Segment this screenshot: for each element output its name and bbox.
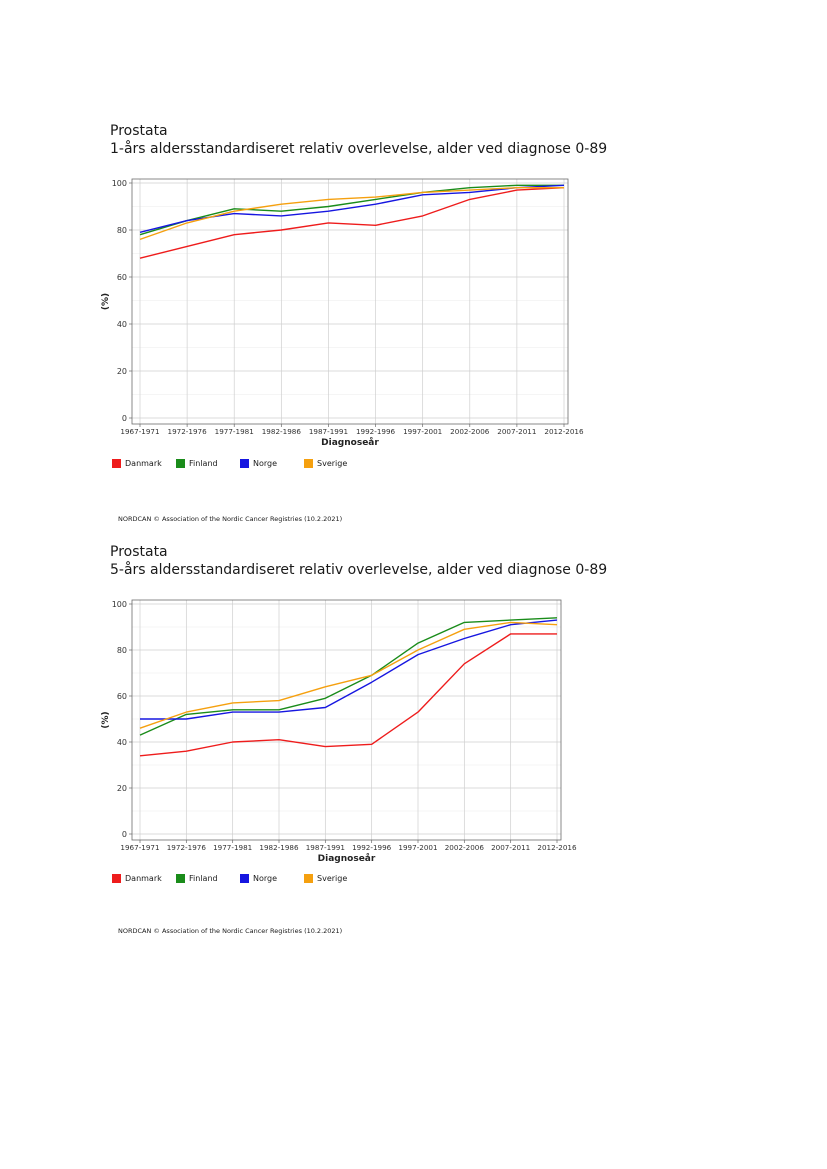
series-line-sverige [139,621,558,729]
chart-block-5yr: Prostata 5-års aldersstandardiseret rela… [0,540,827,960]
plot-area [132,179,568,424]
x-tick-label: 2007-2011 [497,427,536,436]
x-tick-label: 1977-1981 [215,427,254,436]
y-tick-label: 60 [117,273,127,282]
x-tick-label: 1997-2001 [403,427,442,436]
y-tick-label: 40 [117,738,127,747]
legend-item-norge: Norge [240,459,304,468]
y-axis-label: (%) [101,711,111,728]
legend-label: Danmark [125,459,162,468]
legend-label: Finland [189,459,218,468]
legend-item-sverige: Sverige [304,459,368,468]
series-line-finland [139,617,558,736]
y-tick-label: 80 [117,226,127,235]
y-tick-label: 20 [117,367,127,376]
x-tick-label: 1972-1976 [168,427,208,436]
legend-label: Norge [253,874,278,883]
legend-label: Danmark [125,874,162,883]
chart-title: Prostata [110,123,168,139]
legend-item-danmark: Danmark [112,874,176,883]
x-axis-label: Diagnoseår [318,853,376,864]
legend-label: Norge [253,459,278,468]
legend-label: Finland [189,874,218,883]
plot-frame [131,178,569,425]
x-axis-label: Diagnoseår [321,437,379,448]
y-tick-label: 0 [122,830,127,839]
legend-swatch [112,874,121,883]
chart-legend: Danmark Finland Norge Sverige [112,459,368,468]
x-tick-label: 1997-2001 [398,843,437,852]
series-line-finland [139,184,564,236]
y-tick-label: 20 [117,784,127,793]
y-tick-label: 80 [117,646,127,655]
chart-block-1yr: Prostata 1-års aldersstandardiseret rela… [0,0,827,540]
x-tick-label: 1977-1981 [213,843,252,852]
plot-area [132,600,561,840]
legend-swatch [304,874,313,883]
legend-label: Sverige [317,874,348,883]
y-tick-label: 100 [112,600,127,609]
legend-swatch [240,459,249,468]
legend-label: Sverige [317,459,348,468]
legend-swatch [240,874,249,883]
line-chart-5yr: 0 20 40 60 80 100 1967-1971 1972-1976 1977-1981 1… [101,599,577,864]
x-tick-label: 1987-1991 [306,843,345,852]
legend-item-sverige: Sverige [304,874,368,883]
x-tick-label: 2012-2016 [544,427,584,436]
x-tick-label: 2002-2006 [445,843,485,852]
x-tick-label: 1967-1971 [120,427,159,436]
x-tick-label: 1982-1986 [259,843,299,852]
series-line-sverige [139,186,564,241]
legend-swatch [304,459,313,468]
chart-subtitle: 1-års aldersstandardiseret relativ overl… [110,141,608,157]
legend-item-danmark: Danmark [112,459,176,468]
x-tick-label: 1987-1991 [309,427,348,436]
legend-swatch [112,459,121,468]
legend-swatch [176,874,185,883]
series-line-danmark [139,633,557,757]
series-line-danmark [139,187,565,259]
x-tick-label: 1967-1971 [120,843,159,852]
plot-frame [131,599,562,841]
line-chart-1yr: 0 20 40 60 80 100 1967-1971 1972-1976 1977-1981 1… [101,178,584,448]
chart-legend: Danmark Finland Norge Sverige [112,874,368,883]
x-tick-label: 2007-2011 [491,843,530,852]
x-tick-label: 2012-2016 [537,843,577,852]
y-axis-label: (%) [101,293,111,310]
legend-swatch [176,459,185,468]
legend-item-finland: Finland [176,874,240,883]
y-tick-label: 100 [112,179,127,188]
legend-item-norge: Norge [240,874,304,883]
y-tick-label: 0 [122,414,127,423]
x-tick-label: 1982-1986 [262,427,302,436]
x-tick-label: 2002-2006 [450,427,490,436]
x-tick-label: 1972-1976 [167,843,207,852]
footer-credit: NORDCAN © Association of the Nordic Canc… [118,927,343,935]
y-tick-label: 60 [117,692,127,701]
y-tick-label: 40 [117,320,127,329]
chart-title: Prostata [110,544,168,560]
series-line-norge [140,619,558,720]
x-tick-label: 1992-1996 [356,427,396,436]
footer-credit: NORDCAN © Association of the Nordic Canc… [118,515,343,523]
legend-item-finland: Finland [176,459,240,468]
chart-subtitle: 5-års aldersstandardiseret relativ overl… [110,562,608,578]
x-tick-label: 1992-1996 [352,843,392,852]
